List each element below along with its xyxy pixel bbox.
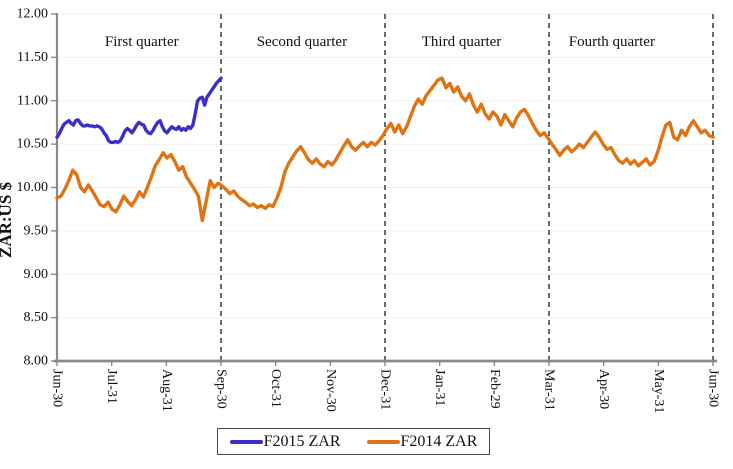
y-tick-label: 9.00 [24,267,49,282]
y-axis-ticks: 12.00 11.50 11.00 10.50 10.00 9.50 9.00 8.50 8.0… [17,7,57,369]
x-tick-label: Jun-30 [706,369,721,407]
x-tick-label: Sep-30 [214,369,229,409]
x-tick-label: Jun-30 [50,369,65,407]
y-tick-label: 10.00 [17,180,49,195]
legend-label-f2015: F2015 ZAR [263,432,341,450]
legend-item-f2014: F2014 ZAR [366,432,478,450]
series-lines [55,76,715,223]
quarter-labels: First quarter Second quarter Third quarter… [105,34,655,50]
y-tick-label: 12.00 [17,7,49,22]
y-tick-label: 11.00 [17,93,48,108]
legend: F2015 ZAR F2014 ZAR [217,428,490,455]
quarter-label: Second quarter [257,34,347,50]
x-tick-label: Feb-29 [487,369,502,409]
x-tick-label: Mar-31 [542,369,557,411]
x-tick-label: Jan-31 [432,369,447,406]
series-line-f2014-zar [55,76,715,223]
y-axis-title: ZAR:US $ [0,181,15,258]
series-line-f2015-zar [55,76,223,145]
quarter-label: Fourth quarter [569,34,655,50]
x-tick-label: May-31 [651,369,666,413]
x-axis-ticks: Jun-30 Jul-31 Aug-31 Sep-30 Oct-31 Nov-30 Dec-… [50,361,721,413]
y-tick-label: 9.50 [24,223,49,238]
quarter-label: Third quarter [422,34,502,50]
legend-label-f2014: F2014 ZAR [400,432,478,450]
x-tick-label: Oct-31 [268,369,283,408]
legend-line-f2015-swatch [229,439,263,444]
quarter-label: First quarter [105,34,179,50]
x-tick-label: Nov-30 [323,369,338,412]
y-tick-label: 8.50 [24,310,49,325]
y-tick-label: 10.50 [17,137,49,152]
y-tick-label: 11.50 [17,50,48,65]
x-tick-label: Aug-31 [159,369,174,412]
x-tick-label: Dec-31 [378,369,393,410]
legend-item-f2015: F2015 ZAR [229,432,341,450]
y-tick-label: 8.00 [24,354,49,369]
quarter-dividers [220,14,714,361]
x-tick-label: Apr-30 [596,369,611,409]
legend-line-f2014-swatch [366,439,400,444]
x-tick-label: Jul-31 [104,369,119,404]
